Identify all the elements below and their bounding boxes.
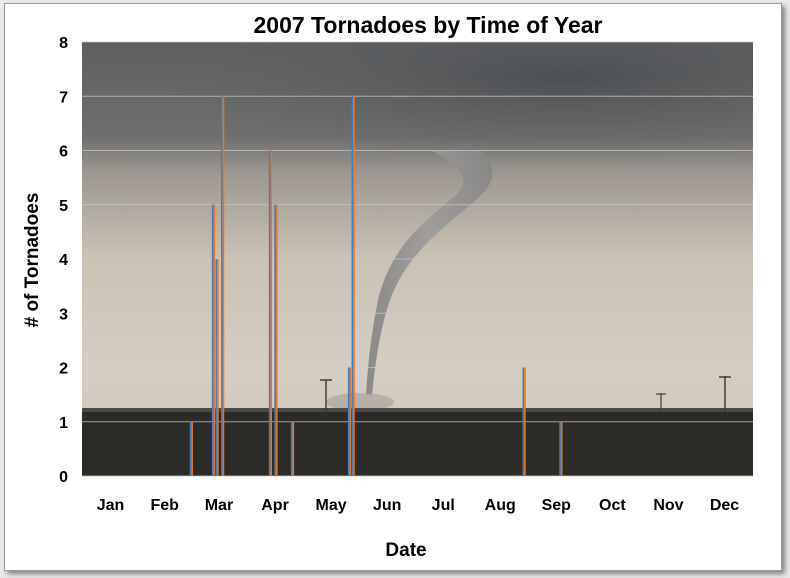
bar-2-left-stroke xyxy=(211,204,214,476)
bar-9 xyxy=(351,96,355,476)
bar-3 xyxy=(215,259,219,476)
bar-8-right-stroke xyxy=(349,367,352,476)
bar-8 xyxy=(347,367,352,476)
y-tick-labels: 0 1 2 3 4 5 6 7 8 xyxy=(59,35,68,486)
y-tick-label-6: 6 xyxy=(59,144,68,161)
bar-4-left-stroke xyxy=(221,96,223,476)
bar-6-left-stroke xyxy=(274,204,276,476)
x-tick-label-jul: Jul xyxy=(432,497,455,514)
x-axis-label: Date xyxy=(385,540,426,561)
bar-9-left-stroke xyxy=(351,96,354,476)
x-tick-label-sep: Sep xyxy=(542,497,572,514)
y-tick-label-8: 8 xyxy=(59,35,68,52)
x-tick-label-feb: Feb xyxy=(150,497,179,514)
bar-1-left-stroke xyxy=(189,421,192,476)
bar-10 xyxy=(522,367,526,476)
y-tick-label-3: 3 xyxy=(59,306,68,323)
chart-title: 2007 Tornadoes by Time of Year xyxy=(254,12,603,38)
bar-10-right-stroke xyxy=(524,367,526,476)
x-tick-label-nov: Nov xyxy=(653,497,683,514)
bar-4-right-stroke xyxy=(222,96,225,476)
bar-11 xyxy=(559,421,563,476)
bar-6 xyxy=(274,204,278,476)
x-tick-label-jan: Jan xyxy=(97,497,125,514)
y-axis-label: # of Tornadoes xyxy=(22,193,43,328)
x-tick-label-dec: Dec xyxy=(710,497,739,514)
bar-5-right-stroke xyxy=(270,150,273,476)
bar-3-right-stroke xyxy=(217,259,219,476)
bar-7-left-stroke xyxy=(290,421,293,476)
bar-5-left-stroke xyxy=(268,150,271,476)
bar-10-left-stroke xyxy=(522,367,525,476)
bar-2 xyxy=(211,204,216,476)
y-tick-label-4: 4 xyxy=(59,252,68,269)
x-tick-labels: Jan Feb Mar Apr May Jun Jul Aug Sep Oct Nov Dec xyxy=(97,497,740,514)
y-gridlines xyxy=(82,41,753,477)
bar-5 xyxy=(268,150,273,476)
y-tick-label-7: 7 xyxy=(59,89,68,106)
tornado-photo-background xyxy=(82,42,753,476)
x-tick-label-oct: Oct xyxy=(599,497,626,514)
bar-1-right-stroke xyxy=(191,421,193,476)
bar-7 xyxy=(290,421,295,476)
y-tick-label-1: 1 xyxy=(59,415,68,432)
bar-11-left-stroke xyxy=(559,421,561,476)
bar-2-right-stroke xyxy=(213,204,216,476)
bar-series xyxy=(189,96,563,476)
x-tick-label-aug: Aug xyxy=(485,497,516,514)
bar-11-right-stroke xyxy=(560,421,563,476)
x-tick-label-mar: Mar xyxy=(205,497,233,514)
y-tick-label-0: 0 xyxy=(59,469,68,486)
bar-1 xyxy=(189,421,193,476)
bar-3-left-stroke xyxy=(215,259,218,476)
bar-8-left-stroke xyxy=(347,367,350,476)
bar-7-right-stroke xyxy=(292,421,295,476)
x-tick-label-apr: Apr xyxy=(261,497,289,514)
y-tick-label-5: 5 xyxy=(59,198,68,215)
x-tick-label-may: May xyxy=(316,497,347,514)
x-tick-label-jun: Jun xyxy=(373,497,401,514)
bar-9-right-stroke xyxy=(353,96,355,476)
bar-4 xyxy=(221,96,225,476)
bar-6-right-stroke xyxy=(275,204,278,476)
y-tick-label-2: 2 xyxy=(59,361,68,378)
